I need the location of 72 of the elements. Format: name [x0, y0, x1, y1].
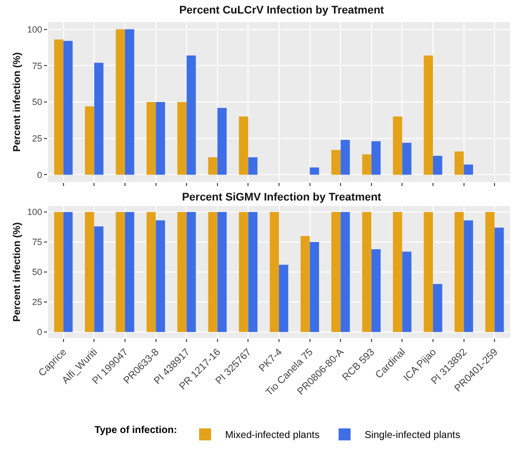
y-tick-label: 0	[37, 170, 42, 180]
bar	[371, 141, 381, 175]
bar	[63, 212, 73, 332]
bar	[208, 212, 218, 332]
bar	[186, 55, 196, 175]
bar	[125, 212, 134, 332]
bar	[217, 108, 227, 175]
bar	[392, 212, 402, 332]
bar	[54, 212, 64, 332]
chart-title: Percent SiGMV Infection by Treatment	[182, 192, 382, 204]
bar	[371, 249, 381, 332]
bar	[362, 212, 372, 332]
bar	[464, 164, 474, 175]
bar	[402, 252, 412, 332]
bar	[177, 102, 187, 175]
legend-label: Mixed-infected plants	[225, 430, 320, 442]
bar	[156, 220, 166, 332]
bar	[331, 150, 341, 175]
bar	[248, 212, 258, 332]
bar	[433, 156, 442, 175]
bar	[340, 212, 350, 332]
bar	[464, 220, 474, 332]
bar	[310, 167, 320, 175]
bar	[248, 157, 258, 175]
bar	[340, 140, 350, 175]
bar	[279, 264, 288, 332]
bar	[362, 154, 372, 175]
bar	[392, 116, 402, 175]
chart-title: Percent CuLCrV Infection by Treatment	[179, 4, 384, 17]
bar	[402, 142, 412, 175]
y-tick-label: 25	[32, 134, 42, 144]
bar	[433, 284, 442, 332]
legend-label: Single-infected plants	[364, 430, 460, 442]
bar	[424, 212, 433, 332]
y-tick-label: 75	[32, 60, 42, 71]
bar	[116, 212, 125, 332]
bar	[63, 40, 73, 175]
bar	[208, 157, 218, 175]
bar	[84, 106, 94, 175]
bar	[454, 151, 464, 175]
bar	[146, 212, 156, 332]
y-tick-label: 100	[27, 207, 42, 218]
bar	[217, 212, 227, 332]
bar	[84, 212, 94, 332]
bar	[424, 55, 433, 175]
bar	[146, 102, 156, 175]
y-tick-label: 50	[32, 267, 42, 278]
y-tick-label: 0	[37, 327, 42, 338]
bar	[54, 39, 64, 175]
y-axis-title: Percent infection (%)	[12, 52, 24, 152]
y-tick-label: 25	[32, 297, 42, 308]
y-axis-title: Percent infection (%)	[12, 222, 24, 322]
bar	[186, 212, 196, 332]
bar	[331, 212, 341, 332]
y-tick-label: 50	[32, 97, 42, 108]
bar	[156, 102, 166, 175]
bar	[485, 212, 495, 332]
bar	[177, 212, 187, 332]
bar	[125, 29, 134, 175]
y-tick-label: 75	[32, 237, 42, 248]
bar	[494, 228, 504, 332]
bar	[116, 29, 125, 175]
bar	[94, 226, 104, 332]
y-tick-label: 100	[27, 24, 42, 34]
legend-title: Type of infection:	[94, 424, 178, 436]
bar	[238, 116, 248, 175]
bar	[454, 212, 464, 332]
bar	[238, 212, 248, 332]
bar	[270, 212, 279, 332]
bar	[94, 62, 104, 175]
bar	[300, 236, 310, 332]
bar	[310, 242, 320, 332]
